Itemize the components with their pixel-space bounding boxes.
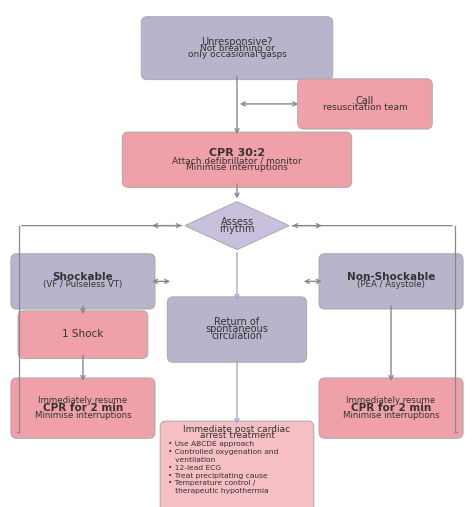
- Text: Assess: Assess: [220, 217, 254, 227]
- FancyBboxPatch shape: [11, 254, 155, 309]
- Text: Unresponsive?: Unresponsive?: [201, 37, 273, 47]
- FancyBboxPatch shape: [298, 79, 432, 129]
- Text: Immediately resume: Immediately resume: [38, 396, 128, 405]
- FancyBboxPatch shape: [141, 17, 333, 80]
- Text: resuscitation team: resuscitation team: [323, 103, 407, 113]
- Text: circulation: circulation: [211, 331, 263, 341]
- Text: CPR for 2 min: CPR for 2 min: [43, 403, 123, 413]
- FancyBboxPatch shape: [160, 421, 314, 507]
- FancyBboxPatch shape: [319, 378, 463, 438]
- Text: therapeutic hypothermia: therapeutic hypothermia: [168, 488, 269, 494]
- Text: arrest treatment: arrest treatment: [200, 431, 274, 440]
- Text: (VF / Pulseless VT): (VF / Pulseless VT): [43, 280, 123, 289]
- Text: CPR 30:2: CPR 30:2: [209, 148, 265, 158]
- Text: • Controlled oxygenation and: • Controlled oxygenation and: [168, 449, 279, 455]
- Text: Non-Shockable: Non-Shockable: [347, 272, 435, 282]
- Text: spontaneous: spontaneous: [206, 324, 268, 334]
- Text: Attach defibrillator / monitor: Attach defibrillator / monitor: [172, 156, 302, 165]
- Text: Not breathing or: Not breathing or: [200, 44, 274, 53]
- FancyBboxPatch shape: [122, 132, 352, 187]
- Text: Return of: Return of: [214, 317, 260, 328]
- Text: ventilation: ventilation: [168, 457, 216, 463]
- Text: • Use ABCDE approach: • Use ABCDE approach: [168, 441, 255, 447]
- Text: (PEA / Asystole): (PEA / Asystole): [357, 280, 425, 289]
- Text: Minimise interruptions: Minimise interruptions: [35, 411, 131, 420]
- Text: Call: Call: [356, 96, 374, 106]
- Text: only occasional gasps: only occasional gasps: [188, 50, 286, 59]
- Text: Immediate post cardiac: Immediate post cardiac: [183, 425, 291, 434]
- Text: Minimise interruptions: Minimise interruptions: [186, 163, 288, 172]
- Text: • Treat precipitating cause: • Treat precipitating cause: [168, 473, 268, 479]
- Polygon shape: [185, 201, 289, 249]
- Text: CPR for 2 min: CPR for 2 min: [351, 403, 431, 413]
- Text: Shockable: Shockable: [53, 272, 113, 282]
- FancyBboxPatch shape: [167, 297, 307, 362]
- Text: Minimise interruptions: Minimise interruptions: [343, 411, 439, 420]
- Text: Immediately resume: Immediately resume: [346, 396, 436, 405]
- FancyBboxPatch shape: [11, 378, 155, 438]
- Text: 1 Shock: 1 Shock: [62, 329, 104, 339]
- Text: • Temperature control /: • Temperature control /: [168, 481, 255, 486]
- FancyBboxPatch shape: [18, 311, 148, 358]
- Text: • 12-lead ECG: • 12-lead ECG: [168, 465, 221, 470]
- Text: rhythm: rhythm: [219, 224, 255, 234]
- FancyBboxPatch shape: [319, 254, 463, 309]
